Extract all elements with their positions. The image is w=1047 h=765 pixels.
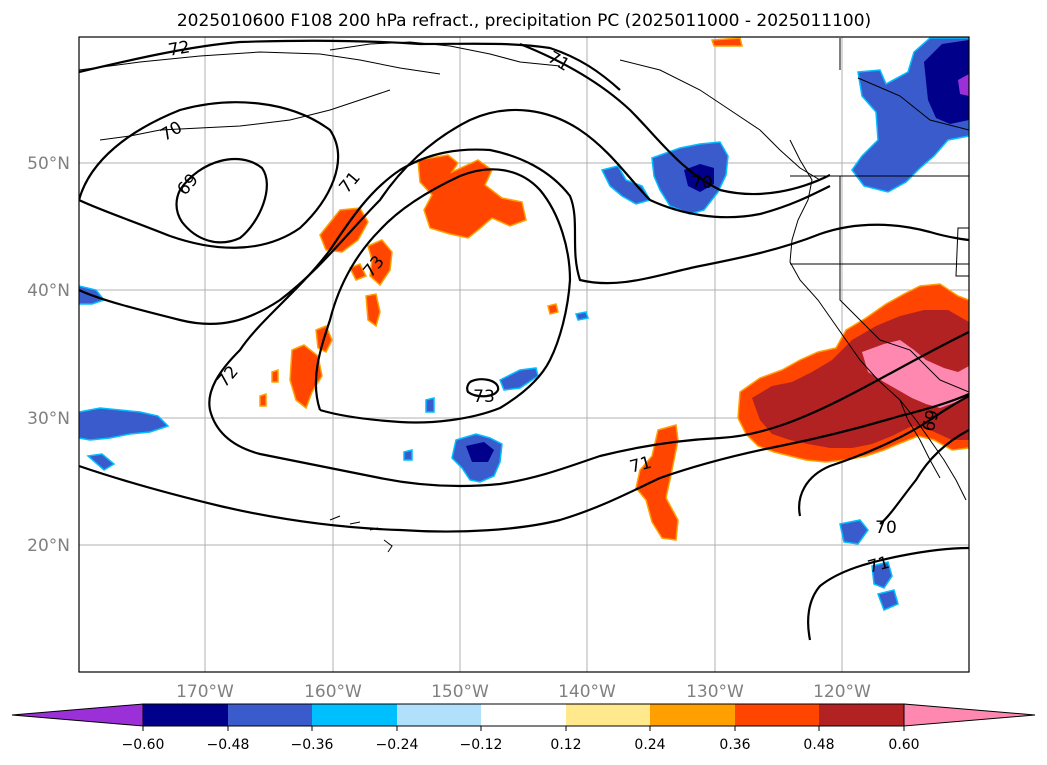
border-mexico	[879, 339, 969, 393]
anomaly-blob-west-small	[547, 303, 559, 315]
anomaly-blob-west-edge-3	[86, 453, 116, 471]
colorbar-extend-right	[903, 703, 1036, 727]
lon-label-140w: 140°W	[558, 682, 616, 702]
anomaly-blob-mexico-1	[871, 561, 893, 589]
lon-label-160w: 160°W	[304, 682, 362, 702]
coast-na-west	[789, 139, 967, 501]
contour-label: 70	[875, 518, 897, 538]
anomaly-blob-gulf-4	[348, 263, 368, 281]
anomaly-region-northeast-core	[958, 74, 969, 96]
contour-71-se	[807, 546, 969, 641]
anomaly-blob-gulf-5	[365, 293, 381, 328]
anomaly-blob-central-2	[289, 344, 323, 410]
lat-label-50n: 50°N	[27, 154, 70, 174]
contour-label: 73	[473, 387, 495, 407]
anomaly-blob-tropical	[635, 424, 679, 541]
colorbar-tick-labels: −0.60 −0.48 −0.36 −0.24 −0.12 0.12 0.24 …	[122, 737, 920, 753]
map-panel: 72 71 70 69 71 73 72 73 71 70 69 70 71	[78, 36, 970, 673]
colorbar-label: −0.60	[122, 737, 165, 753]
anomaly-blob-baja-south	[839, 519, 869, 545]
colorbar-segment	[481, 704, 566, 726]
contour-70-south	[798, 395, 969, 525]
contour-73	[314, 168, 572, 424]
anomaly-region-california-inner	[752, 310, 969, 448]
anomaly-region-california-max	[862, 340, 969, 408]
contour-label: 72	[167, 37, 192, 60]
lon-label-120w: 120°W	[813, 682, 871, 702]
border-states-2	[839, 176, 881, 341]
colorbar-label: 0.48	[803, 737, 834, 753]
colorbar-label: 0.36	[719, 737, 750, 753]
longitude-labels: 170°W 160°W 150°W 140°W 130°W 120°W	[176, 682, 871, 702]
figure-title: 2025010600 F108 200 hPa refract., precip…	[177, 11, 871, 31]
colorbar-segment	[228, 704, 312, 726]
anomaly-blob-central-3	[271, 368, 279, 383]
colorbar-label: 0.60	[888, 737, 919, 753]
anomaly-blob-central-s	[425, 397, 435, 413]
contour-70-inner	[79, 101, 340, 249]
anomaly-blob-central-4	[259, 392, 267, 407]
colorbar-extend-left	[11, 703, 144, 727]
colorbar: −0.60 −0.48 −0.36 −0.24 −0.12 0.12 0.24 …	[11, 703, 1036, 753]
colorbar-segment	[735, 704, 819, 726]
contour-72-north	[79, 39, 621, 91]
lat-label-40n: 40°N	[27, 281, 70, 301]
negative-anomaly-areas	[79, 37, 969, 611]
anomaly-blob-hawaii-north-inner	[466, 442, 494, 462]
contour-label: 70	[691, 173, 713, 193]
coast-northeast	[839, 38, 969, 277]
colorbar-label: −0.36	[291, 737, 334, 753]
anomaly-blob-gulf-1	[417, 154, 527, 239]
contour-72-outer	[208, 148, 969, 411]
colorbar-label: −0.48	[207, 737, 250, 753]
latitude-labels: 50°N 40°N 30°N 20°N	[27, 154, 70, 556]
anomaly-blob-west-edge-2	[79, 407, 170, 441]
anomaly-blob-small-1	[403, 449, 413, 461]
anomaly-blob-gulf-3	[367, 239, 393, 287]
anomaly-blob-north-edge	[710, 37, 743, 47]
colorbar-segment	[650, 704, 735, 726]
coastlines	[79, 38, 969, 553]
lon-label-150w: 150°W	[431, 682, 489, 702]
coast-baja	[899, 399, 941, 479]
colorbar-segment	[397, 704, 481, 726]
colorbar-frame	[142, 703, 905, 727]
colorbar-label: 0.24	[634, 737, 665, 753]
colorbar-segment	[312, 704, 397, 726]
colorbar-label: 0.12	[550, 737, 581, 753]
colorbar-segment	[566, 704, 650, 726]
contour-71-loop	[79, 108, 831, 326]
colorbar-label: −0.24	[376, 737, 419, 753]
coast-hawaii	[329, 515, 393, 553]
contour-72-south	[208, 331, 969, 488]
positive-anomaly-areas	[259, 37, 969, 541]
colorbar-segment	[143, 704, 228, 726]
map-frame	[78, 36, 970, 673]
contour-71-south	[79, 392, 969, 533]
coast-alaska	[79, 41, 821, 181]
colorbar-label: −0.12	[460, 737, 503, 753]
lon-label-130w: 130°W	[686, 682, 744, 702]
anomaly-region-northeast-inner	[924, 40, 969, 124]
contour-73-small	[466, 378, 500, 398]
contour-69	[175, 157, 268, 244]
refractivity-contours	[79, 39, 969, 641]
colorbar-ticks	[142, 726, 905, 731]
coast-aleutians	[99, 89, 391, 141]
anomaly-blob-mexico-2	[877, 589, 899, 611]
anomaly-blob-small-2	[575, 311, 589, 321]
contour-71-north	[519, 42, 831, 196]
lat-label-20n: 20°N	[27, 536, 70, 556]
colorbar-segment	[819, 704, 904, 726]
lon-label-170w: 170°W	[176, 682, 234, 702]
lat-label-30n: 30°N	[27, 409, 70, 429]
